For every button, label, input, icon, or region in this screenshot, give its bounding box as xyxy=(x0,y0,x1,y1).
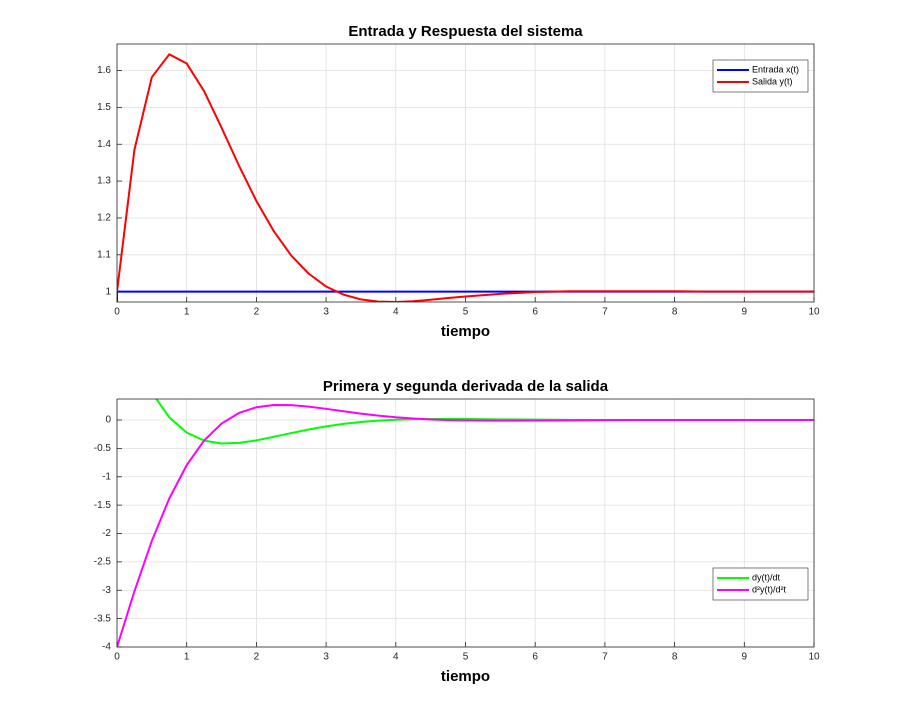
y-tick-label: -0.5 xyxy=(94,443,112,454)
x-tick-label: 4 xyxy=(393,652,399,663)
x-axis-label: tiempo xyxy=(441,668,490,685)
x-tick-label: 1 xyxy=(184,307,190,318)
legend-box xyxy=(712,59,809,93)
x-tick-label: 2 xyxy=(254,652,260,663)
x-tick-label: 9 xyxy=(742,652,748,663)
y-tick-label: -1 xyxy=(102,471,111,482)
y-tick-label: 0 xyxy=(105,415,111,426)
legend-label: Salida y(t) xyxy=(752,76,793,86)
x-tick-label: 5 xyxy=(463,307,469,318)
y-tick-label: -2 xyxy=(102,528,111,539)
x-tick-label: 9 xyxy=(742,307,748,318)
x-tick-label: 8 xyxy=(672,652,678,663)
x-tick-label: 1 xyxy=(184,652,190,663)
x-axis-label: tiempo xyxy=(441,323,490,340)
legend-box xyxy=(712,567,809,601)
x-tick-label: 10 xyxy=(808,652,820,663)
x-tick-label: 0 xyxy=(114,652,120,663)
y-tick-label: 1.5 xyxy=(97,102,111,113)
y-tick-label: -3.5 xyxy=(94,613,112,624)
y-tick-label: -1.5 xyxy=(94,500,112,511)
x-tick-label: 8 xyxy=(672,307,678,318)
x-tick-label: 5 xyxy=(463,652,469,663)
x-tick-label: 4 xyxy=(393,307,399,318)
x-tick-label: 3 xyxy=(323,652,329,663)
y-tick-label: 1.3 xyxy=(97,176,111,187)
y-tick-label: 1 xyxy=(105,286,111,297)
x-tick-label: 3 xyxy=(323,307,329,318)
chart-title: Entrada y Respuesta del sistema xyxy=(348,23,583,40)
x-tick-label: 2 xyxy=(254,307,260,318)
x-tick-label: 0 xyxy=(114,307,120,318)
y-tick-label: -2.5 xyxy=(94,557,112,568)
axes: 0 1 2 3 4 5 6 7 8 9 10 -4 -3.5 -3 -2.5 -2 -1.5 -1 -0.5 0 Pri… xyxy=(94,378,820,685)
legend-label: dy(t)/dt xyxy=(752,572,781,582)
legend: dy(t)/dt d²y(t)/d²t xyxy=(712,567,809,601)
x-tick-label: 7 xyxy=(602,307,608,318)
y-tick-label: -3 xyxy=(102,585,111,596)
x-tick-label: 6 xyxy=(532,652,538,663)
axes-box xyxy=(116,398,815,648)
x-tick-label: 10 xyxy=(808,307,820,318)
legend-label: d²y(t)/d²t xyxy=(752,584,787,594)
y-tick-label: 1.1 xyxy=(97,249,111,260)
y-tick-label: 1.6 xyxy=(97,65,111,76)
y-tick-label: 1.4 xyxy=(97,139,111,150)
series-line xyxy=(117,403,814,647)
y-tick-label: -4 xyxy=(102,642,111,653)
legend: Entrada x(t) Salida y(t) xyxy=(712,59,809,93)
y-tick-label: 1.2 xyxy=(97,213,111,224)
chart-title: Primera y segunda derivada de la salida xyxy=(323,378,609,395)
lines xyxy=(117,399,814,647)
legend-label: Entrada x(t) xyxy=(752,64,799,74)
x-tick-label: 6 xyxy=(532,307,538,318)
x-tick-label: 7 xyxy=(602,652,608,663)
axes-box xyxy=(116,43,815,303)
